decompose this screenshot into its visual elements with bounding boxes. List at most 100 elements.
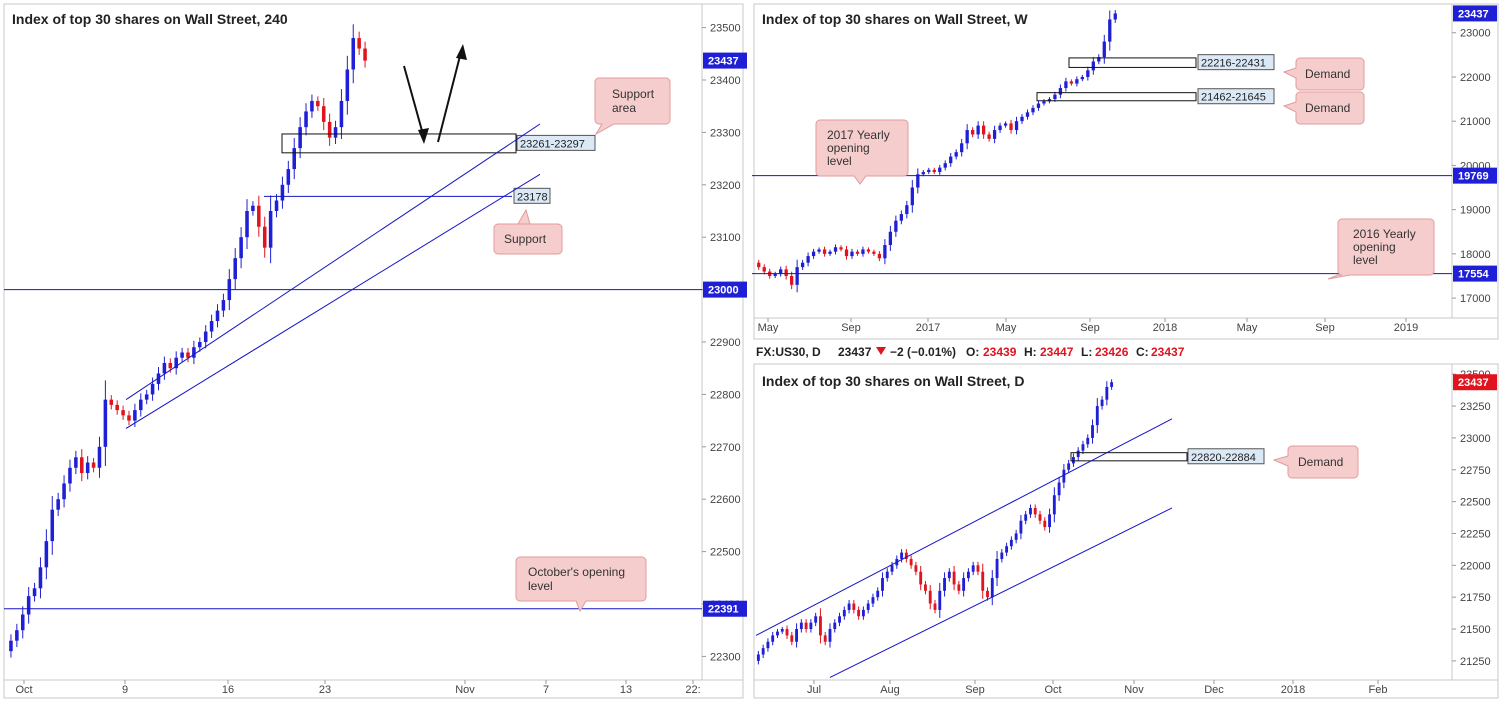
- candle-body: [1102, 41, 1106, 58]
- demand-zone-box: [1036, 92, 1197, 102]
- candle-body: [1069, 81, 1074, 84]
- candle-body: [180, 352, 184, 358]
- zone-label: 23261-23297: [520, 138, 585, 150]
- candle-body: [280, 184, 285, 201]
- candle-body: [1014, 533, 1018, 540]
- channel-upper-line: [755, 418, 1173, 636]
- candle-body: [876, 590, 880, 598]
- candle-body: [156, 373, 161, 384]
- candle-body: [885, 571, 889, 579]
- y-tick-label: 22600: [710, 494, 741, 506]
- x-tick-label: May: [758, 322, 779, 334]
- candle-body: [872, 251, 876, 254]
- candle-body: [981, 571, 985, 591]
- candle-body: [1025, 112, 1030, 117]
- candle-body: [162, 362, 167, 374]
- h4-projection-arrows: [403, 44, 467, 144]
- infobar-open-label: O:: [966, 345, 979, 359]
- candle-body: [363, 48, 367, 61]
- up-arrow: [437, 51, 462, 143]
- demand-zone-label: 21462-21645: [1201, 92, 1266, 104]
- candle-body: [44, 541, 49, 568]
- candle-body: [1000, 552, 1004, 559]
- candle-body: [938, 590, 942, 610]
- candle-body: [943, 578, 946, 591]
- candle-body: [842, 609, 846, 617]
- candle-body: [144, 394, 149, 400]
- callout-2017-yearly: 2017 Yearly opening level: [815, 119, 909, 185]
- candle-body: [990, 578, 994, 598]
- h4-chart-title: Index of top 30 shares on Wall Street, 2…: [12, 11, 288, 27]
- demand-zone-label-box: [1187, 448, 1265, 465]
- level-price-tag: [1453, 167, 1497, 184]
- candle-body: [209, 321, 214, 332]
- x-tick-label: 22:: [685, 684, 700, 696]
- candle-body: [1091, 425, 1094, 438]
- candle-body: [883, 245, 887, 259]
- callout-support: Support: [493, 208, 563, 255]
- x-tick-label: 7: [543, 684, 549, 696]
- candle-body: [877, 253, 882, 259]
- level-price-label: 19769: [1458, 171, 1489, 183]
- candle-body: [761, 648, 765, 655]
- candle-body: [971, 130, 975, 135]
- zone-label-box: [516, 134, 596, 151]
- candle-body: [351, 38, 356, 70]
- channel-upper-line: [125, 123, 541, 401]
- candle-body: [987, 134, 991, 139]
- candle-body: [819, 616, 822, 636]
- h4-chart-layer: 2230022400225002260022700228002290023000…: [4, 23, 747, 696]
- candle-body: [850, 251, 854, 257]
- candle-body: [995, 558, 999, 579]
- candle-body: [1062, 469, 1066, 483]
- callout-2016-yearly: 2016 Yearly opening level: [1327, 218, 1435, 280]
- x-tick-label: Sep: [1080, 322, 1100, 334]
- callout-october-line2: level: [528, 579, 553, 593]
- candle-body: [304, 111, 308, 128]
- candle-body: [943, 163, 947, 168]
- candle-body: [1058, 88, 1063, 95]
- candle-body: [1009, 123, 1013, 131]
- candle-body: [894, 220, 898, 232]
- candle-body: [855, 251, 860, 254]
- x-tick-label: Oct: [1044, 684, 1061, 696]
- last-price-tag: [1453, 374, 1497, 391]
- y-tick-label: 22700: [710, 442, 741, 454]
- y-tick-label: 23000: [1460, 433, 1491, 445]
- candle-body: [1086, 70, 1090, 77]
- level-price-tag: [703, 281, 747, 298]
- candle-body: [817, 249, 821, 252]
- candle-body: [1019, 520, 1023, 534]
- candle-body: [1020, 116, 1024, 122]
- candle-body: [221, 300, 226, 311]
- callout-demand-3: Demand: [1272, 445, 1359, 479]
- candle-body: [274, 200, 279, 211]
- callout-support-text: Support: [504, 232, 547, 246]
- candle-body: [109, 399, 114, 405]
- candle-body: [806, 256, 810, 263]
- x-tick-label: May: [996, 322, 1017, 334]
- candle-body: [85, 462, 90, 474]
- candle-body: [866, 249, 871, 252]
- candle-body: [316, 100, 320, 107]
- candle-body: [121, 410, 125, 416]
- candle-body: [9, 640, 13, 652]
- candle-body: [847, 603, 851, 610]
- candle-body: [900, 552, 904, 559]
- candle-body: [103, 399, 108, 447]
- x-tick-label: Nov: [1124, 684, 1144, 696]
- callout-support-area-line1: Support: [612, 87, 655, 101]
- callout-support-area: Support area: [594, 77, 671, 136]
- candle-body: [795, 267, 799, 285]
- candle-body: [1031, 107, 1035, 113]
- candle-body: [1081, 444, 1085, 451]
- candle-body: [910, 187, 914, 206]
- infobar-last: 23437: [838, 345, 872, 359]
- callout-demand-2: Demand: [1282, 91, 1365, 125]
- candle-body: [790, 635, 794, 642]
- candle-body: [268, 210, 273, 248]
- callout-2016-line3: level: [1353, 253, 1378, 267]
- candle-body: [852, 603, 856, 610]
- last-price-label: 23437: [1458, 377, 1489, 389]
- candle-body: [838, 616, 841, 623]
